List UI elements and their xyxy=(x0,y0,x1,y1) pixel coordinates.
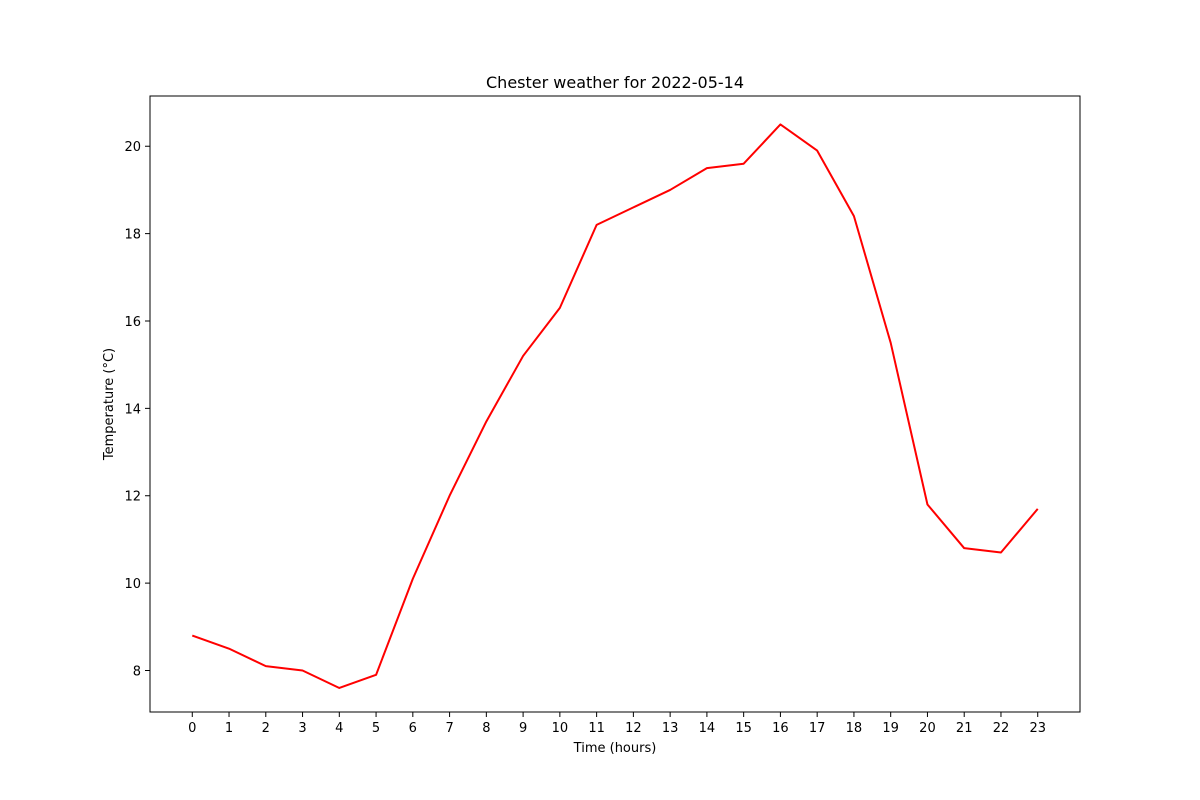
x-axis: 0 1 2 3 4 5 6 7 8 9 10 11 12 13 14 15 16 17 18 19 20 21 22 23 xyxy=(188,712,1046,736)
x-tick-label: 10 xyxy=(552,721,569,736)
x-tick-label: 17 xyxy=(809,721,826,736)
y-tick-label: 20 xyxy=(124,140,141,155)
chart-title: Chester weather for 2022-05-14 xyxy=(486,73,744,92)
x-axis-label: Time (hours) xyxy=(573,741,657,756)
x-tick-label: 11 xyxy=(588,721,605,736)
y-axis-label: Temperature (°C) xyxy=(102,348,117,461)
x-tick-label: 9 xyxy=(519,721,527,736)
y-tick-label: 18 xyxy=(124,228,141,243)
y-axis: 8 10 12 14 16 18 20 xyxy=(124,140,150,679)
y-tick-label: 8 xyxy=(133,664,141,679)
plot-area xyxy=(150,96,1080,712)
x-tick-label: 23 xyxy=(1029,721,1046,736)
x-tick-label: 3 xyxy=(298,721,306,736)
x-tick-label: 8 xyxy=(482,721,490,736)
temperature-line xyxy=(191,123,1039,689)
x-tick-label: 14 xyxy=(699,721,716,736)
x-tick-label: 21 xyxy=(956,721,973,736)
y-tick-label: 14 xyxy=(124,402,141,417)
x-tick-label: 0 xyxy=(188,721,196,736)
x-tick-label: 2 xyxy=(262,721,270,736)
plot-frame xyxy=(149,95,1081,713)
x-tick-label: 12 xyxy=(625,721,642,736)
x-tick-label: 6 xyxy=(409,721,417,736)
y-tick-label: 10 xyxy=(124,577,141,592)
x-tick-label: 19 xyxy=(882,721,899,736)
x-tick-label: 1 xyxy=(225,721,233,736)
x-tick-label: 20 xyxy=(919,721,936,736)
x-tick-label: 18 xyxy=(846,721,863,736)
x-tick-label: 22 xyxy=(993,721,1010,736)
x-tick-label: 13 xyxy=(662,721,679,736)
x-tick-label: 4 xyxy=(335,721,343,736)
x-tick-label: 5 xyxy=(372,721,380,736)
series-layer xyxy=(191,123,1039,689)
y-tick-label: 12 xyxy=(124,490,141,505)
x-tick-label: 16 xyxy=(772,721,789,736)
x-tick-label: 7 xyxy=(445,721,453,736)
y-tick-label: 16 xyxy=(124,315,141,330)
x-tick-label: 15 xyxy=(735,721,752,736)
